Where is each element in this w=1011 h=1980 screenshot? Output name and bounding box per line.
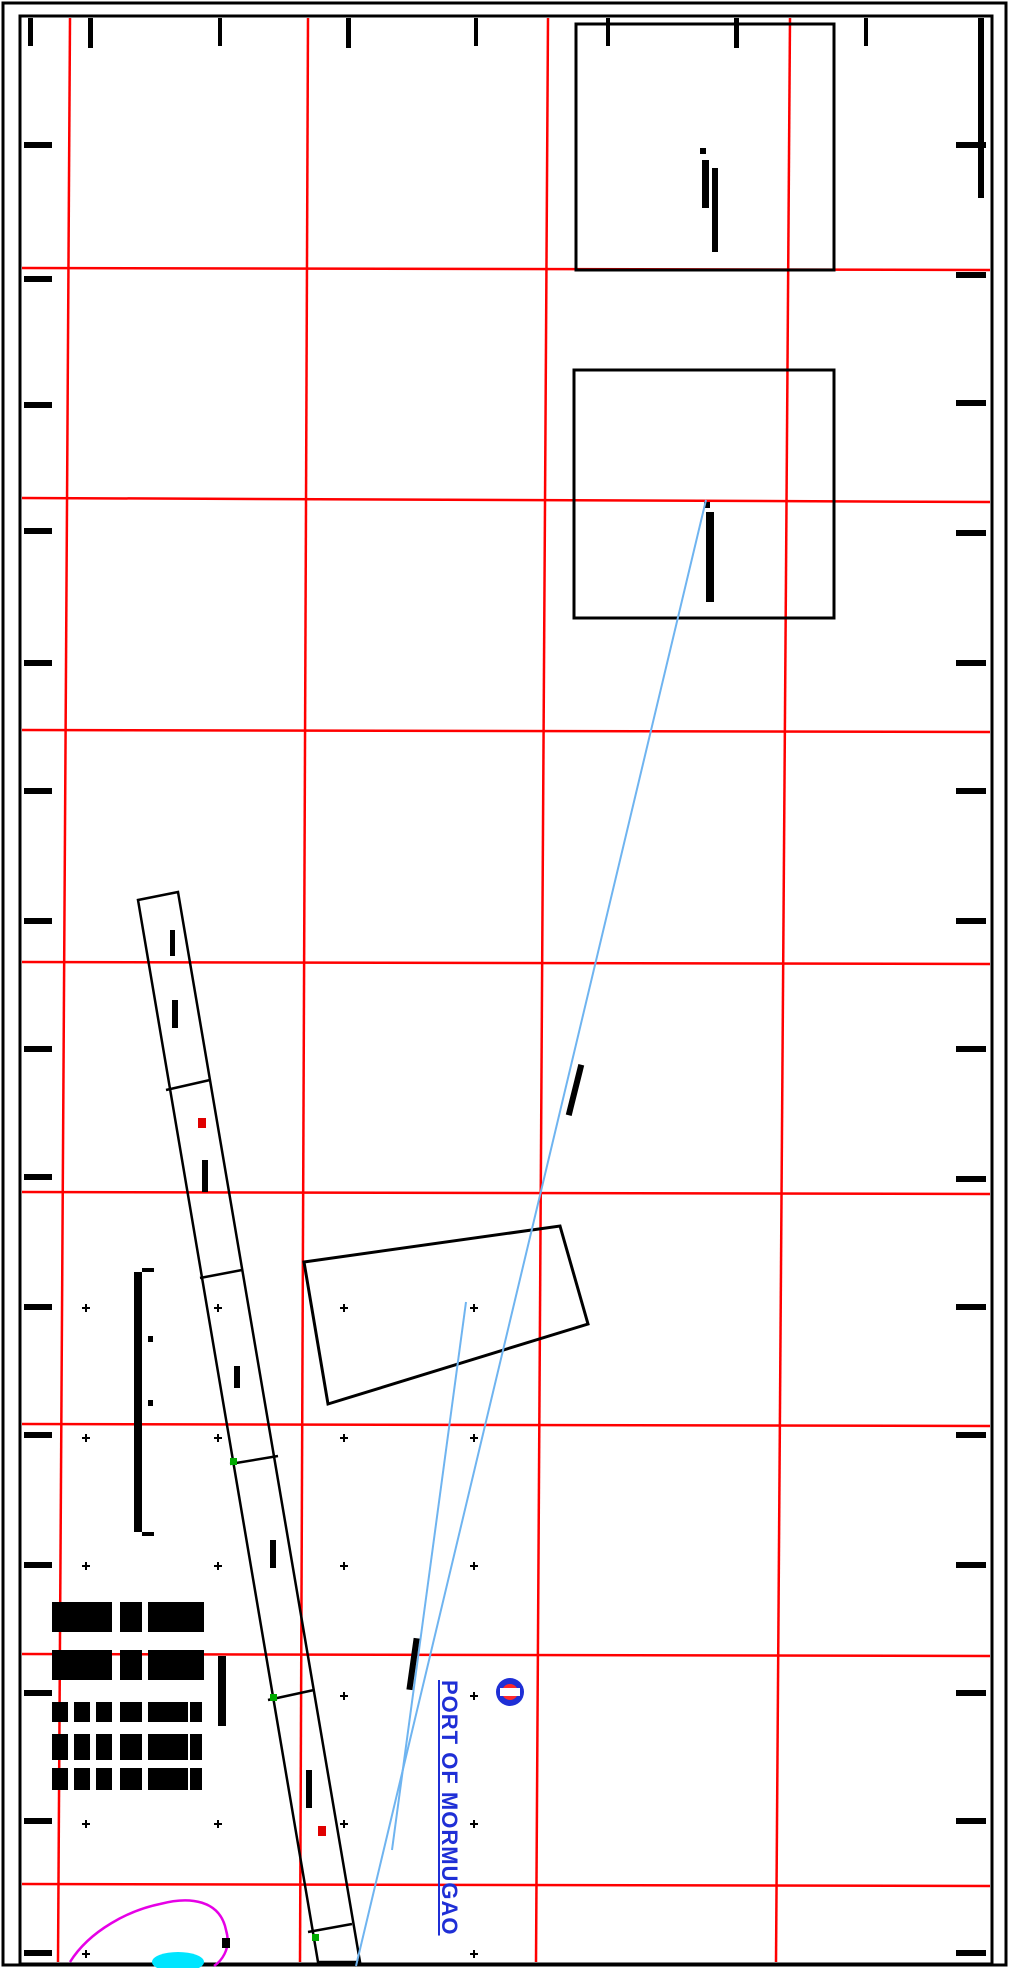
left-scale-marks <box>24 142 52 1956</box>
inner-frame <box>18 14 994 1966</box>
route-labels <box>406 1064 585 1691</box>
channel-cross-lines <box>165 1078 353 1934</box>
position-crosses <box>82 1304 478 1958</box>
channel-labels <box>170 930 312 1808</box>
anchorage-labels <box>700 148 718 602</box>
right-scale-marks <box>956 142 986 1956</box>
port-logo-icon <box>496 1678 524 1706</box>
anchorage-box-lower <box>572 368 836 620</box>
map-title: PORT OF MORMUGAO <box>437 1680 462 1936</box>
approach-channel <box>136 890 362 1964</box>
anchorage-box-upper <box>574 22 836 272</box>
channel-markers <box>198 1118 326 1941</box>
scale-bar <box>134 1268 154 1536</box>
map-title-wrapper: PORT OF MORMUGAO <box>429 1680 469 1980</box>
legend-table <box>52 1602 226 1790</box>
top-tick-marks <box>28 18 984 198</box>
route-lines <box>355 499 707 1967</box>
anchorage-area <box>302 1224 590 1406</box>
coast-marker <box>222 1938 230 1948</box>
coastline <box>68 1899 229 1968</box>
shoal-area <box>152 1952 204 1968</box>
